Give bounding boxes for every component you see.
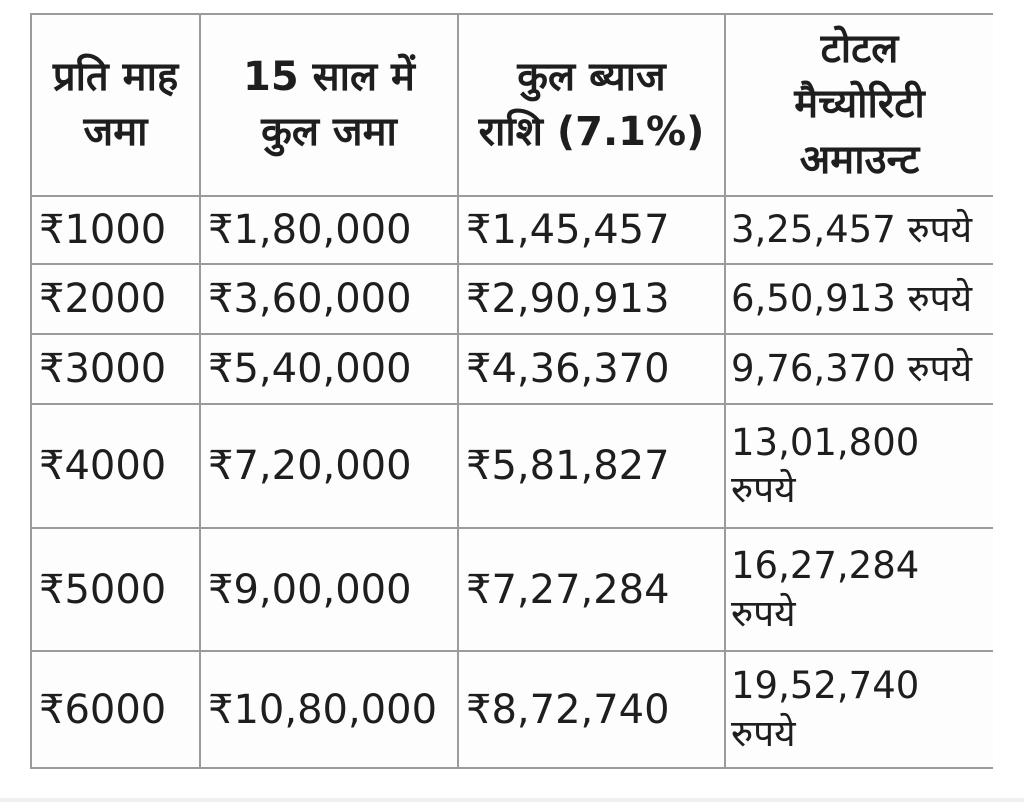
cell-maturity-amount: 16,27,284 रुपये	[724, 527, 993, 652]
cell-maturity-amount: 3,25,457 रुपये	[724, 195, 993, 265]
cell-maturity-amount: 6,50,913 रुपये	[724, 263, 993, 335]
cell-total-interest: ₹4,36,370	[457, 333, 726, 405]
cell-total-deposit: ₹5,40,000	[199, 333, 459, 405]
cell-maturity-amount: 13,01,800 रुपये	[724, 403, 993, 529]
cell-total-interest: ₹5,81,827	[457, 403, 726, 529]
header-total-interest: कुल ब्याज राशि (7.1%)	[457, 13, 726, 197]
cell-maturity-amount: 19,52,740 रुपये	[724, 650, 993, 769]
table-header-row: प्रति माह जमा 15 साल में कुल जमा कुल ब्य…	[30, 13, 993, 197]
maturity-table: प्रति माह जमा 15 साल में कुल जमा कुल ब्य…	[30, 13, 993, 769]
cell-total-deposit: ₹3,60,000	[199, 263, 459, 335]
cell-total-interest: ₹2,90,913	[457, 263, 726, 335]
bottom-edge-strip	[0, 798, 1024, 802]
cell-monthly-deposit: ₹2000	[30, 263, 201, 335]
cell-total-deposit: ₹7,20,000	[199, 403, 459, 529]
cell-total-interest: ₹1,45,457	[457, 195, 726, 265]
table-row: ₹3000 ₹5,40,000 ₹4,36,370 9,76,370 रुपये	[30, 333, 993, 405]
table-row: ₹6000 ₹10,80,000 ₹8,72,740 19,52,740 रुप…	[30, 650, 993, 769]
cell-total-interest: ₹7,27,284	[457, 527, 726, 652]
table-row: ₹4000 ₹7,20,000 ₹5,81,827 13,01,800 रुपय…	[30, 403, 993, 529]
cell-total-interest: ₹8,72,740	[457, 650, 726, 769]
table-row: ₹2000 ₹3,60,000 ₹2,90,913 6,50,913 रुपये	[30, 263, 993, 335]
table-row: ₹5000 ₹9,00,000 ₹7,27,284 16,27,284 रुपय…	[30, 527, 993, 652]
cell-monthly-deposit: ₹5000	[30, 527, 201, 652]
cell-total-deposit: ₹9,00,000	[199, 527, 459, 652]
cell-monthly-deposit: ₹4000	[30, 403, 201, 529]
header-monthly-deposit: प्रति माह जमा	[30, 13, 201, 197]
cell-total-deposit: ₹1,80,000	[199, 195, 459, 265]
cell-monthly-deposit: ₹3000	[30, 333, 201, 405]
table-row: ₹1000 ₹1,80,000 ₹1,45,457 3,25,457 रुपये	[30, 195, 993, 265]
cell-maturity-amount: 9,76,370 रुपये	[724, 333, 993, 405]
cell-total-deposit: ₹10,80,000	[199, 650, 459, 769]
cell-monthly-deposit: ₹1000	[30, 195, 201, 265]
cell-monthly-deposit: ₹6000	[30, 650, 201, 769]
header-maturity-amount: टोटल मैच्योरिटी अमाउन्ट	[724, 13, 993, 197]
header-total-deposit-15y: 15 साल में कुल जमा	[199, 13, 459, 197]
